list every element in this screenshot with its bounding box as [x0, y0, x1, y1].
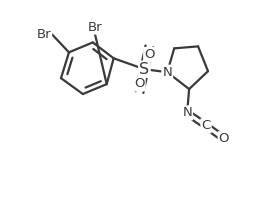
- Text: Br: Br: [37, 28, 51, 41]
- Text: O: O: [219, 132, 229, 145]
- Text: C: C: [201, 119, 211, 132]
- Text: O: O: [134, 77, 145, 90]
- Text: S: S: [139, 62, 150, 77]
- Text: N: N: [182, 106, 192, 119]
- Text: O: O: [144, 48, 155, 61]
- Text: N: N: [162, 66, 172, 79]
- Text: Br: Br: [88, 21, 102, 34]
